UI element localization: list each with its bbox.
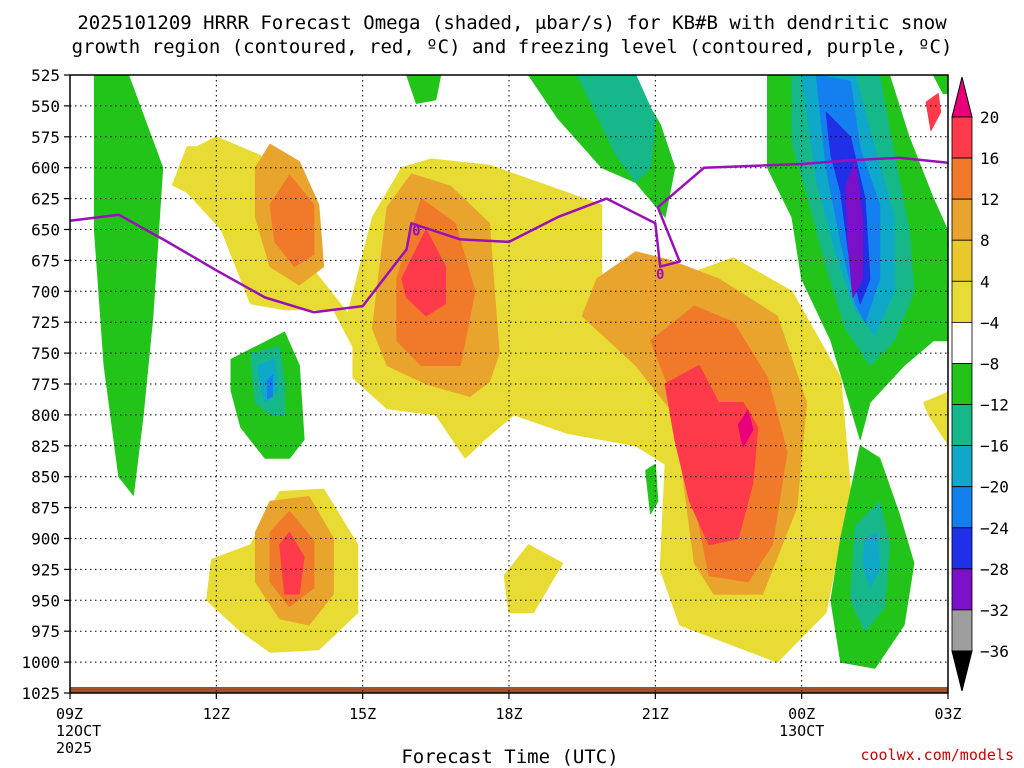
omega-region-2	[503, 544, 564, 614]
colorbar-swatch-6	[951, 363, 973, 405]
x-tick-year-09Z: 2025	[56, 739, 92, 757]
omega-region-3	[923, 391, 948, 446]
y-tick-label-625: 625	[31, 190, 60, 209]
colorbar-swatch-9	[951, 486, 973, 529]
x-tick-label-03Z: 03Z	[934, 705, 961, 723]
colorbar-label-2: 12	[980, 190, 999, 209]
y-axis-ticks: 525 550 575 600 625 650 675 700 725 750 775 800 825 8…	[21, 66, 70, 703]
y-tick-label-1025: 1025	[21, 684, 60, 703]
y-tick-label-1000: 1000	[21, 653, 60, 672]
omega-region-31	[645, 463, 659, 515]
x-tick-label-00Z: 00Z	[788, 705, 815, 723]
colorbar-swatch-4	[951, 280, 973, 323]
colorbar-label-12: −32	[980, 601, 1009, 620]
omega-region-34	[862, 531, 881, 589]
freezing-level-line	[69, 156, 949, 314]
y-tick-label-700: 700	[31, 282, 60, 301]
colorbar-top-arrow	[951, 76, 973, 118]
omega-region-0	[171, 136, 851, 663]
x-tick-label-15Z: 15Z	[349, 705, 376, 723]
colorbar-swatch-12	[951, 609, 973, 652]
freezing-level-series: 00	[69, 156, 949, 314]
x-tick-label-18Z: 18Z	[495, 705, 522, 723]
x-tick-date-00Z: 13OCT	[779, 722, 824, 740]
y-tick-label-950: 950	[31, 591, 60, 610]
colorbar-swatch-2	[951, 198, 973, 241]
y-tick-label-775: 775	[31, 375, 60, 394]
omega-region-15	[925, 93, 942, 132]
chart-title-line2: growth region (contoured, red, ºC) and f…	[72, 36, 953, 58]
colorbar-label-7: −12	[980, 396, 1009, 415]
omega-region-17	[93, 75, 164, 496]
omega-region-13	[664, 365, 759, 546]
colorbar-swatch-11	[951, 568, 973, 611]
colorbar-label-13: −36	[980, 642, 1009, 661]
omega-region-8	[269, 174, 315, 268]
y-tick-label-650: 650	[31, 221, 60, 240]
y-tick-label-600: 600	[31, 159, 60, 178]
omega-region-14	[279, 531, 305, 595]
y-tick-label-550: 550	[31, 97, 60, 116]
credit-text[interactable]: coolwx.com/models	[860, 746, 1014, 764]
colorbar-label-6: −8	[980, 354, 999, 373]
y-tick-label-900: 900	[31, 530, 60, 549]
chart-title-line1: 2025101209 HRRR Forecast Omega (shaded, …	[77, 12, 947, 34]
x-tick-label-12Z: 12Z	[203, 705, 230, 723]
colorbar-legend: 20 16 12 8 4 −4 −8 −12 −16 −20 −24 −28 −32 −36	[951, 76, 1009, 692]
omega-region-35	[932, 75, 948, 94]
x-tick-date-09Z: 12OCT	[56, 722, 101, 740]
colorbar-swatch-0	[951, 116, 973, 159]
freezing-level-label-1: 0	[656, 267, 664, 283]
colorbar-label-1: 16	[980, 149, 999, 168]
colorbar-swatch-5	[951, 321, 973, 364]
colorbar-label-11: −28	[980, 560, 1009, 579]
x-tick-label-09Z: 09Z	[56, 705, 83, 723]
colorbar-label-0: 20	[980, 108, 999, 127]
y-tick-label-525: 525	[31, 66, 60, 85]
x-tick-label-21Z: 21Z	[642, 705, 669, 723]
colorbar-bottom-arrow	[951, 650, 973, 692]
y-tick-label-825: 825	[31, 437, 60, 456]
y-tick-label-925: 925	[31, 560, 60, 579]
y-tick-label-800: 800	[31, 406, 60, 425]
colorbar-swatch-10	[951, 527, 973, 570]
omega-shaded-regions	[93, 75, 948, 669]
freezing-level-label-0: 0	[412, 224, 420, 240]
y-tick-label-575: 575	[31, 128, 60, 147]
colorbar-label-3: 8	[980, 231, 990, 250]
omega-region-30	[267, 374, 273, 400]
y-tick-label-875: 875	[31, 499, 60, 518]
colorbar-swatch-8	[951, 445, 973, 488]
omega-region-16	[737, 409, 754, 448]
y-tick-label-725: 725	[31, 313, 60, 332]
colorbar-label-10: −24	[980, 519, 1009, 538]
colorbar-swatch-7	[951, 404, 973, 447]
omega-region-26	[845, 161, 864, 298]
colorbar-label-4: 4	[980, 272, 990, 291]
colorbar-swatch-1	[951, 157, 973, 200]
y-tick-label-750: 750	[31, 344, 60, 363]
colorbar-label-9: −20	[980, 478, 1009, 497]
y-tick-label-850: 850	[31, 468, 60, 487]
y-tick-label-975: 975	[31, 622, 60, 641]
omega-region-18	[406, 75, 442, 104]
colorbar-label-5: −4	[980, 313, 999, 332]
x-axis-label: Forecast Time (UTC)	[401, 746, 618, 768]
y-tick-label-675: 675	[31, 251, 60, 270]
colorbar-swatch-3	[951, 239, 973, 282]
colorbar-label-8: −16	[980, 437, 1009, 456]
